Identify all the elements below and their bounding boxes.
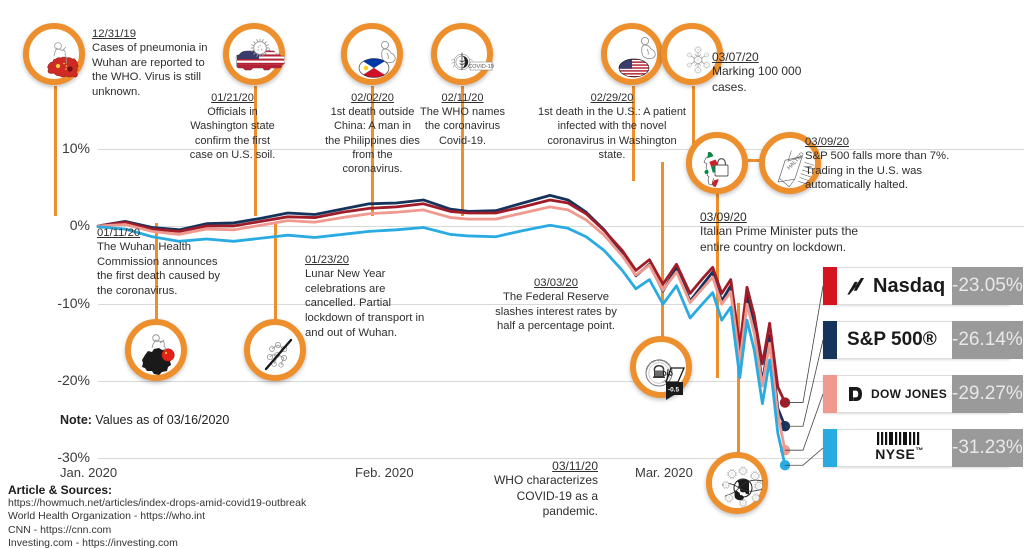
svg-text:-0.5: -0.5 bbox=[668, 387, 679, 394]
svg-text:COVID-19: COVID-19 bbox=[468, 64, 494, 70]
